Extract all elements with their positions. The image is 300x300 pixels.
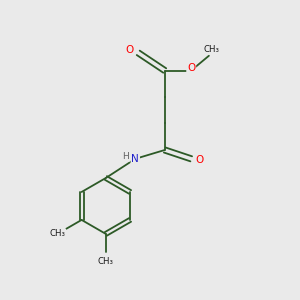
Text: N: N [131,154,139,164]
Text: O: O [126,45,134,55]
Text: CH₃: CH₃ [50,230,65,238]
Text: CH₃: CH₃ [203,45,219,54]
Text: O: O [195,155,204,165]
Text: O: O [187,63,195,73]
Text: H: H [122,152,129,161]
Text: CH₃: CH₃ [98,257,114,266]
